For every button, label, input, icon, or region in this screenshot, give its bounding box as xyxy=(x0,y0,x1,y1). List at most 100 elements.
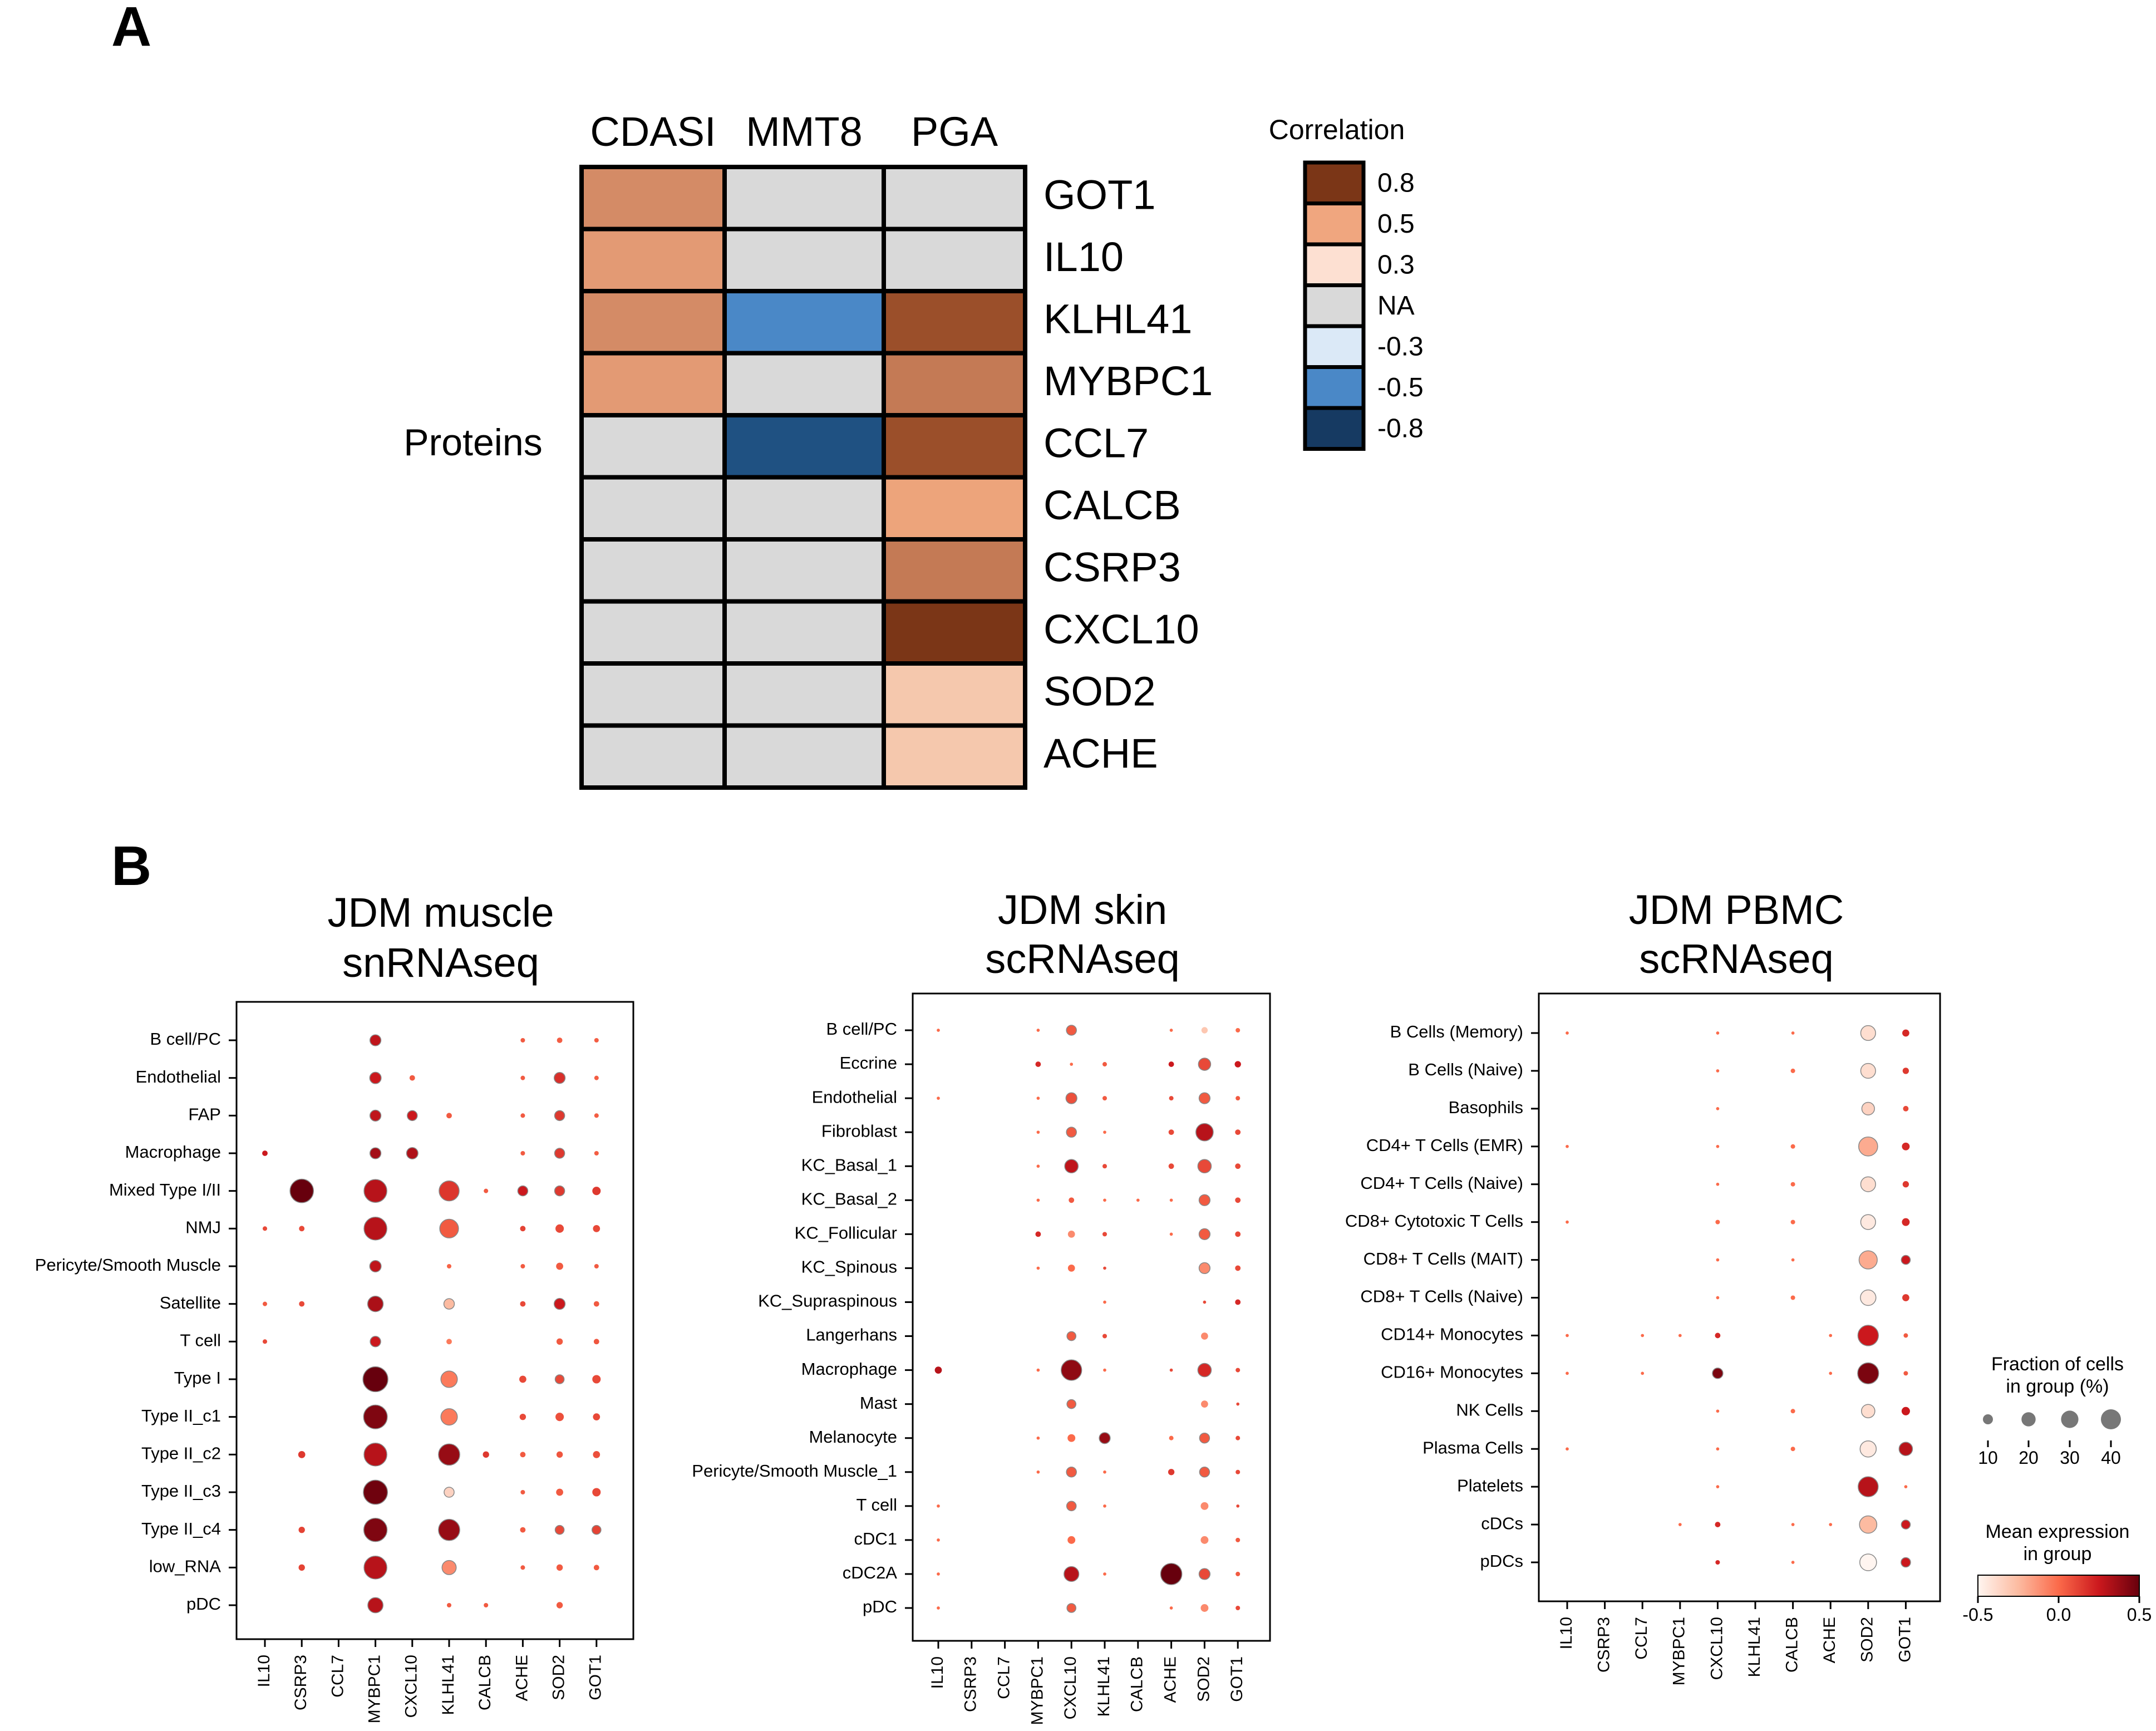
dot-type-ii-c3-klhl41 xyxy=(444,1487,455,1498)
legend-label-0-3: -0.3 xyxy=(1377,332,1424,362)
heatmap-cell-ache-cdasi xyxy=(579,723,727,790)
row-group-label: Proteins xyxy=(403,421,542,464)
dot-pdcs-cxcl10 xyxy=(1715,1560,1720,1565)
dot-kc-basal-1-got1 xyxy=(1235,1163,1241,1169)
dot-langerhans-sod2 xyxy=(1201,1332,1208,1340)
dot-kc-follicular-klhl41 xyxy=(1102,1232,1107,1237)
dot-fap-sod2 xyxy=(554,1110,565,1122)
gene-label-calcb: CALCB xyxy=(1128,1656,1146,1712)
dot-cd8-cytotoxic-t-cells-il10 xyxy=(1566,1220,1569,1224)
dot-nk-cells-calcb xyxy=(1790,1409,1795,1414)
dot-type-ii-c2-mybpc1 xyxy=(363,1443,387,1467)
legend-label-0-3: 0.3 xyxy=(1377,250,1415,280)
dot-cdc2a-klhl41 xyxy=(1103,1572,1106,1576)
dot-cd16-monocytes-ccl7 xyxy=(1641,1371,1645,1375)
group-label-melanocyte: Melanocyte xyxy=(809,1427,897,1447)
group-label-pericyte-smooth-muscle-1: Pericyte/Smooth Muscle_1 xyxy=(692,1461,897,1481)
dot-platelets-sod2 xyxy=(1858,1476,1879,1497)
dot-melanocyte-mybpc1 xyxy=(1036,1436,1040,1440)
dot-macrophage-got1 xyxy=(1235,1368,1241,1373)
dot-b-cell-pc-got1 xyxy=(594,1037,599,1043)
dot-endothelial-got1 xyxy=(594,1075,599,1080)
group-label-plasma-cells: Plasma Cells xyxy=(1422,1438,1523,1457)
group-label-basophils: Basophils xyxy=(1449,1098,1523,1117)
gene-label-csrp3: CSRP3 xyxy=(962,1656,980,1712)
heatmap-cell-sod2-cdasi xyxy=(579,661,727,728)
dot-b-cells-naive-calcb xyxy=(1790,1068,1795,1073)
group-label-cd8-t-cells-naive: CD8+ T Cells (Naive) xyxy=(1360,1287,1523,1306)
dot-kc-basal-2-cxcl10 xyxy=(1069,1197,1075,1203)
dot-type-ii-c2-calcb xyxy=(483,1451,489,1458)
dot-low-rna-ache xyxy=(520,1565,525,1570)
group-label-pdc: pDC xyxy=(863,1597,897,1616)
dot-plasma-cells-cxcl10 xyxy=(1716,1447,1720,1451)
group-label-eccrine: Eccrine xyxy=(840,1053,897,1073)
dot-basophils-got1 xyxy=(1903,1105,1909,1112)
dot-t-cell-il10 xyxy=(937,1504,940,1508)
gene-label-csrp3: CSRP3 xyxy=(292,1655,310,1710)
dot-b-cell-pc-sod2 xyxy=(1201,1027,1208,1034)
group-label-macrophage: Macrophage xyxy=(801,1359,897,1379)
dot-type-i-sod2 xyxy=(554,1374,565,1384)
row-label-ache: ACHE xyxy=(1043,730,1158,776)
column-label-pga: PGA xyxy=(911,109,998,155)
dot-langerhans-klhl41 xyxy=(1102,1334,1107,1339)
group-label-kc-basal-1: KC_Basal_1 xyxy=(801,1155,897,1174)
dot-type-i-klhl41 xyxy=(440,1370,458,1388)
dot-pericyte-smooth-muscle-klhl41 xyxy=(446,1263,452,1269)
dot-kc-basal-2-got1 xyxy=(1235,1197,1241,1203)
dot-cd14-monocytes-sod2 xyxy=(1857,1325,1879,1346)
heatmap-cell-ache-pga xyxy=(882,723,1027,790)
group-label-pdc: pDC xyxy=(186,1594,221,1614)
dot-eccrine-ache xyxy=(1168,1061,1174,1067)
dot-type-ii-c4-klhl41 xyxy=(438,1518,460,1541)
dot-mixed-type-i-ii-csrp3 xyxy=(289,1178,314,1203)
dot-type-ii-c4-ache xyxy=(520,1527,526,1533)
dot-type-i-got1 xyxy=(592,1375,601,1384)
dot-kc-follicular-cxcl10 xyxy=(1067,1230,1075,1238)
panel-b-letter: B xyxy=(111,835,151,897)
dot-fibroblast-got1 xyxy=(1235,1129,1241,1135)
column-label-mmt8: MMT8 xyxy=(746,109,863,155)
dot-type-ii-c1-ache xyxy=(519,1413,526,1420)
dot-pdcs-calcb xyxy=(1791,1561,1795,1564)
dot-cd8-t-cells-mait-sod2 xyxy=(1858,1250,1878,1270)
dot-eccrine-mybpc1 xyxy=(1035,1061,1041,1067)
dot-cdc2a-sod2 xyxy=(1198,1568,1211,1580)
dot-macrophage-il10 xyxy=(262,1150,268,1156)
heatmap-cell-mybpc1-mmt8 xyxy=(722,351,886,417)
heatmap-cell-sod2-pga xyxy=(882,661,1027,728)
gene-label-il10: IL10 xyxy=(1557,1617,1576,1649)
dot-fap-klhl41 xyxy=(446,1113,452,1119)
row-label-cxcl10: CXCL10 xyxy=(1043,606,1199,652)
dot-cdcs-cxcl10 xyxy=(1715,1522,1721,1528)
dot-pericyte-smooth-muscle-got1 xyxy=(594,1263,599,1269)
legend-swatch-0-5 xyxy=(1303,365,1366,410)
group-label-nmj: NMJ xyxy=(185,1218,221,1237)
dot-mast-cxcl10 xyxy=(1066,1399,1076,1409)
dot-pericyte-smooth-muscle-1-sod2 xyxy=(1199,1467,1210,1478)
dot-cd4-t-cells-naive-cxcl10 xyxy=(1716,1182,1720,1186)
group-label-cd16-monocytes: CD16+ Monocytes xyxy=(1381,1363,1523,1382)
dot-cd4-t-cells-naive-calcb xyxy=(1790,1182,1795,1187)
dot-cdc2a-il10 xyxy=(937,1572,940,1576)
legend-swatch-na xyxy=(1303,283,1366,328)
dot-cd8-t-cells-naive-cxcl10 xyxy=(1716,1296,1720,1300)
group-label-cd8-cytotoxic-t-cells: CD8+ Cytotoxic T Cells xyxy=(1345,1211,1523,1231)
heatmap-cell-ccl7-cdasi xyxy=(579,413,727,480)
dot-type-ii-c3-mybpc1 xyxy=(363,1479,388,1505)
dot-pericyte-smooth-muscle-1-ache xyxy=(1168,1469,1175,1476)
dot-cd8-t-cells-mait-cxcl10 xyxy=(1716,1258,1720,1262)
dot-b-cell-pc-sod2 xyxy=(557,1037,563,1043)
group-label-type-ii-c3: Type II_c3 xyxy=(141,1481,221,1501)
group-label-cdc2a: cDC2A xyxy=(843,1563,898,1582)
dot-pericyte-smooth-muscle-sod2 xyxy=(556,1262,563,1270)
dotplot-title-line-1: JDM PBMC xyxy=(1629,887,1844,933)
gene-label-ccl7: CCL7 xyxy=(1632,1617,1651,1660)
gene-label-sod2: SOD2 xyxy=(1194,1656,1213,1702)
gene-label-calcb: CALCB xyxy=(476,1655,494,1710)
dot-plasma-cells-sod2 xyxy=(1859,1440,1877,1458)
dot-cd4-t-cells-emr-sod2 xyxy=(1858,1136,1878,1157)
